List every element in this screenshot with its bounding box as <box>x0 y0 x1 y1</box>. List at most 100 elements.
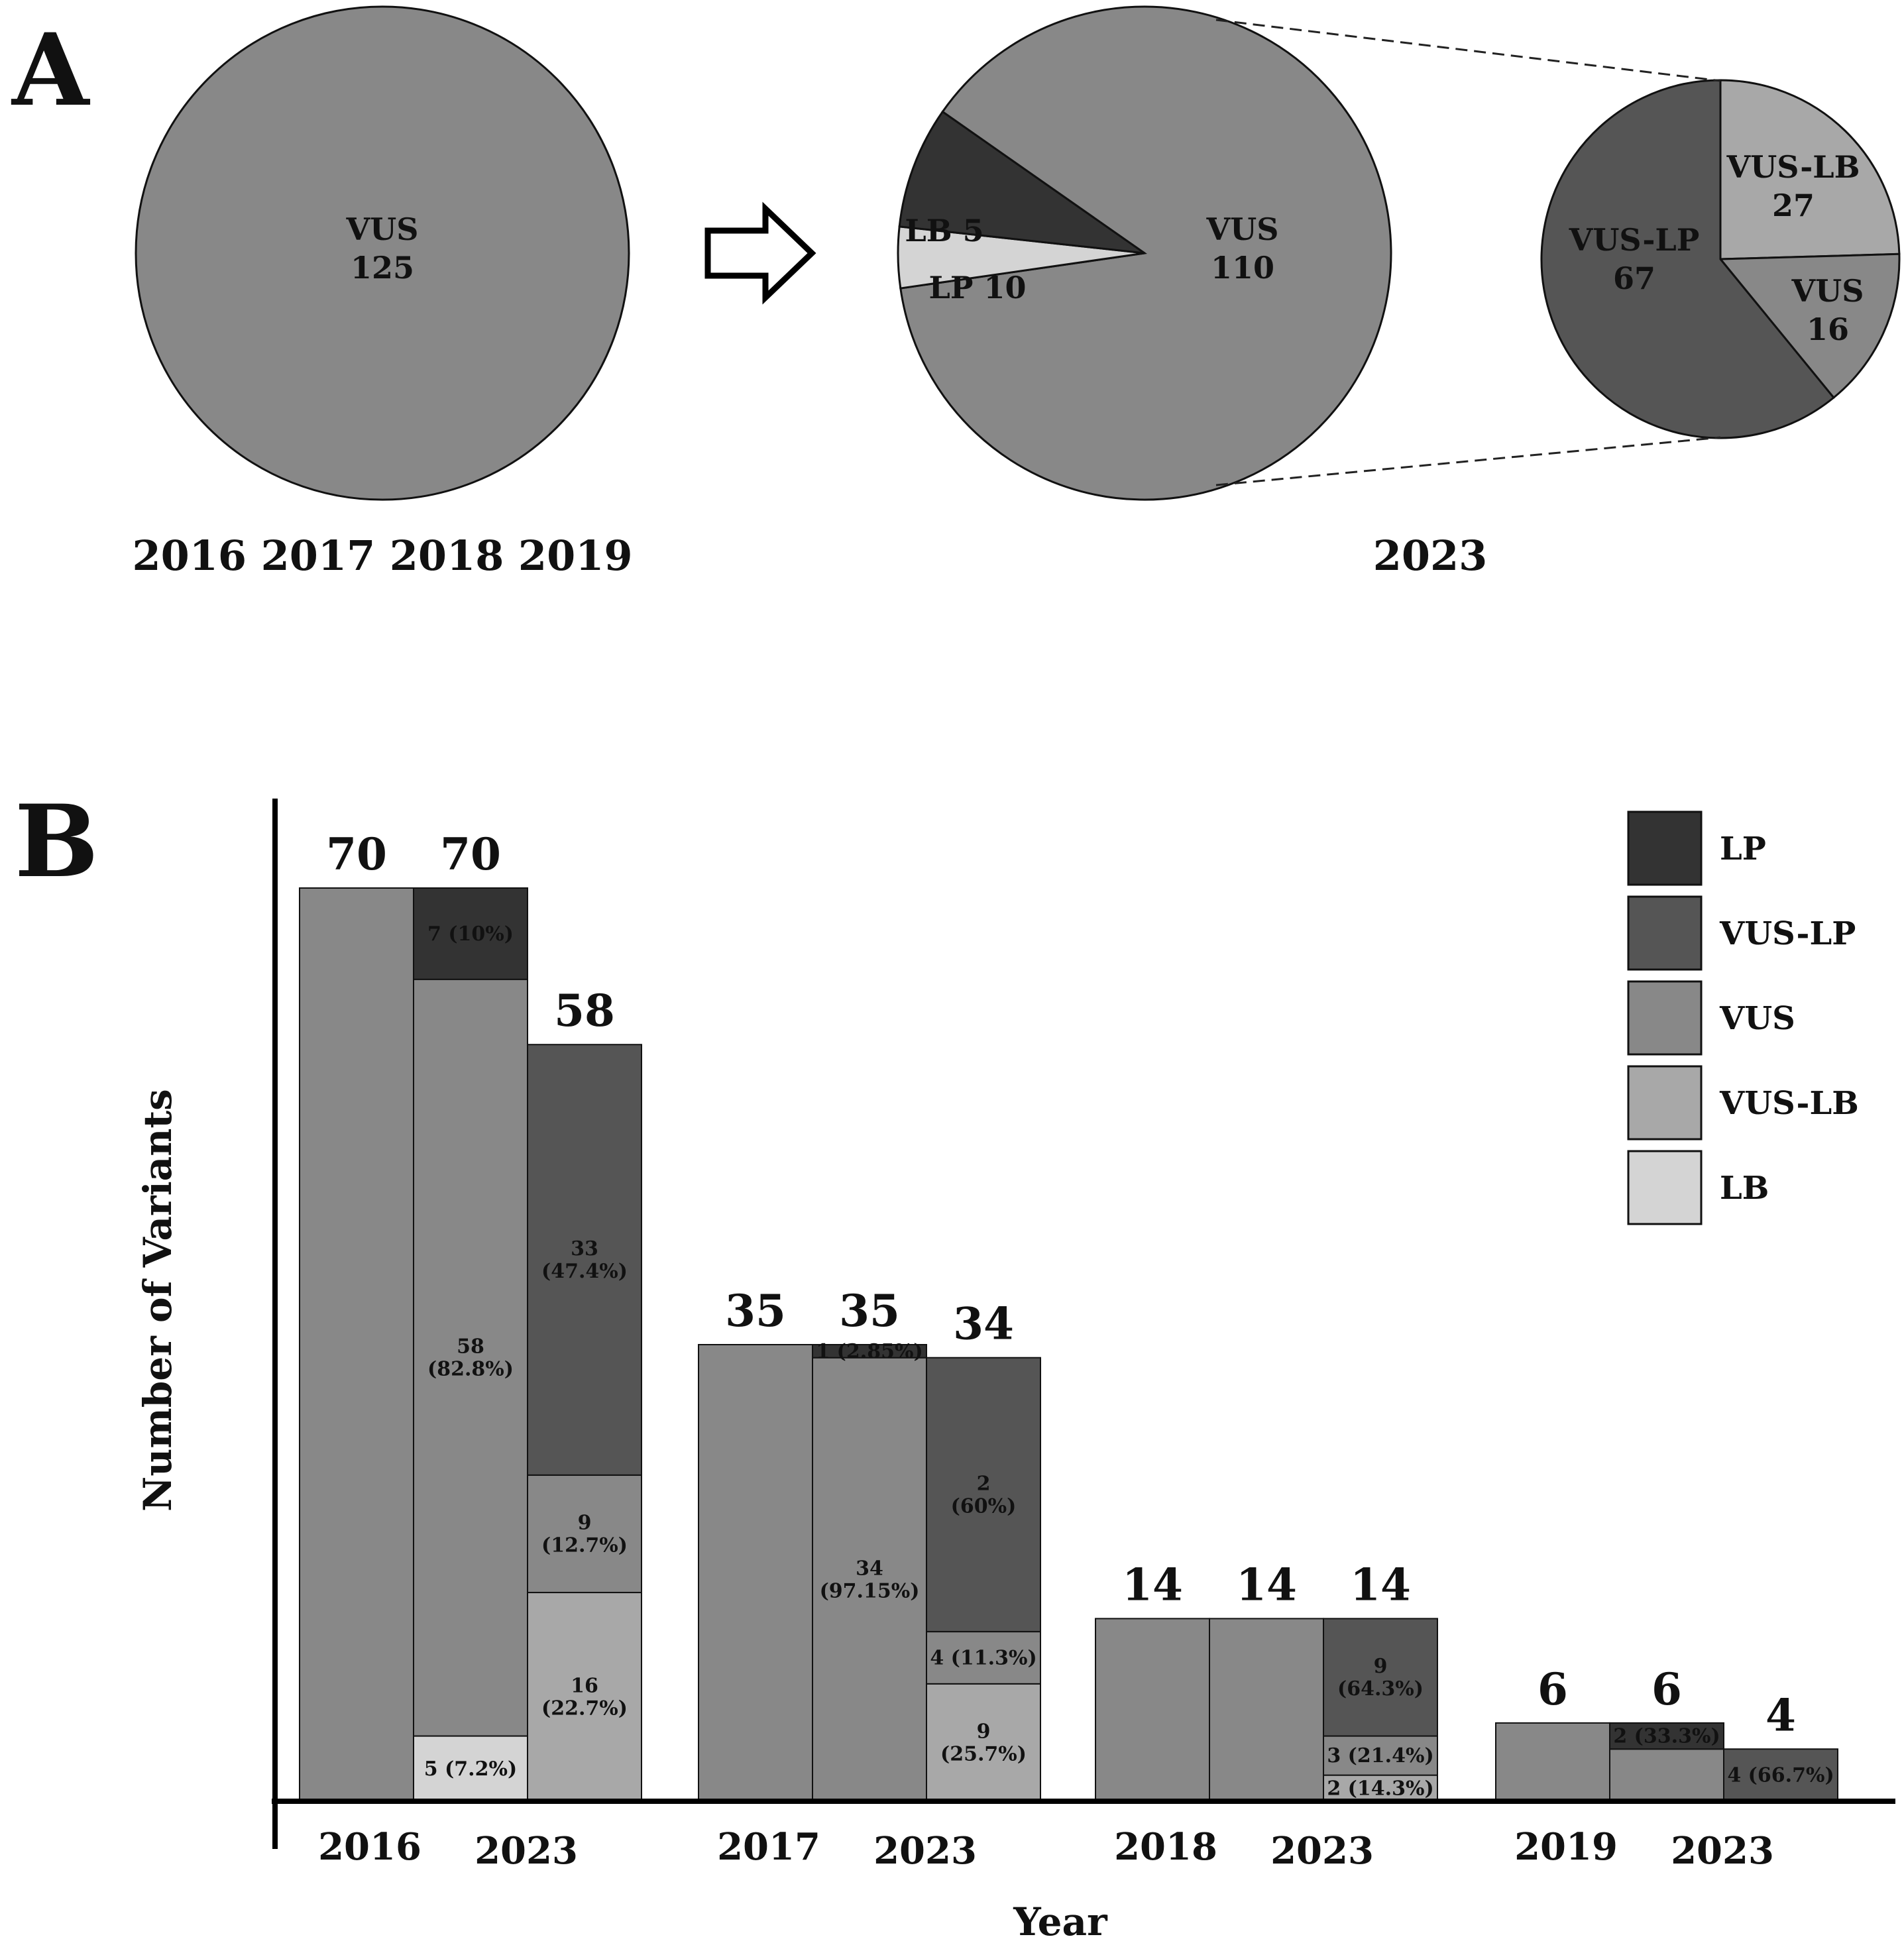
y-axis-title: Number of Variants <box>135 1089 180 1512</box>
zoom-line-top <box>1215 19 1721 82</box>
segment-label: (25.7%) <box>940 1742 1027 1765</box>
bar-total-label: 6 <box>1538 1663 1568 1715</box>
bar-segment-vus <box>1495 1722 1610 1803</box>
legend-swatch-vus-lb <box>1627 1065 1703 1141</box>
segment-label: (64.3%) <box>1337 1677 1424 1701</box>
segment-label: (22.7%) <box>541 1697 628 1720</box>
segment-label: (82.8%) <box>427 1358 514 1381</box>
segment-label: 7 (10%) <box>427 922 514 946</box>
pie-label-lp: LP 10 <box>929 270 1027 306</box>
bar-segment-vus-lb <box>926 1683 1041 1803</box>
right-arrow-icon <box>704 201 816 305</box>
pie-label-vus-lp: VUS-LP <box>1569 222 1700 258</box>
pie-slice-vus <box>1718 252 1901 400</box>
segment-label: 9 <box>578 1511 592 1534</box>
bar-segment-vus-lp <box>527 1044 642 1476</box>
segment-label: 58 <box>457 1335 484 1359</box>
bar-total-label: 70 <box>326 828 387 880</box>
x-tick-label: 2023 <box>1270 1829 1374 1873</box>
zoom-line-bottom <box>1215 436 1721 486</box>
segment-label: 2 (33.3%) <box>1613 1725 1720 1748</box>
pie-slice-vus-lb <box>1719 79 1901 260</box>
segment-label: 2 <box>977 1472 991 1495</box>
panel-b-label: B <box>15 783 99 900</box>
pie-value-vus: 110 <box>1211 250 1274 286</box>
pie-label-vus: VUS <box>345 211 418 247</box>
pie-label-lb: LB 5 <box>905 213 983 249</box>
segment-label: 34 <box>856 1557 883 1580</box>
legend-label-vus: VUS <box>1719 1000 1795 1037</box>
bar-total-label: 58 <box>554 985 615 1036</box>
pie-label-vus: VUS <box>1205 211 1278 247</box>
pie-slice-vus-lp <box>1540 79 1836 439</box>
x-tick-label: 2019 <box>1514 1825 1618 1869</box>
x-axis-title: Year <box>1013 1899 1108 1944</box>
bar-segment-vus <box>812 1357 927 1803</box>
bar-total-label: 14 <box>1122 1559 1183 1610</box>
segment-label: 16 <box>571 1675 598 1698</box>
legend-label-vus-lp: VUS-LP <box>1719 915 1856 952</box>
pie-value-vus-lp: 67 <box>1613 260 1655 296</box>
segment-label: (12.7%) <box>541 1534 628 1557</box>
bar-segment-vus <box>1609 1748 1724 1802</box>
bar-total-label: 34 <box>953 1298 1014 1350</box>
segment-label: (60%) <box>951 1494 1017 1518</box>
legend-label-lb: LB <box>1720 1170 1769 1207</box>
segment-label: 5 (7.2%) <box>424 1758 517 1781</box>
bar-segment-lp <box>1609 1722 1724 1750</box>
pie-slice-vus <box>135 5 630 501</box>
bar-total-label: 14 <box>1236 1559 1297 1610</box>
segment-label: 9 <box>977 1720 991 1743</box>
legend-label-lp: LP <box>1720 830 1766 867</box>
pie-value-vus: 125 <box>351 250 414 286</box>
bar-segment-vus-lp <box>926 1357 1041 1633</box>
bar-total-label: 14 <box>1350 1559 1411 1610</box>
pie-slice-lp <box>898 110 1145 254</box>
panel-a-label: A <box>11 12 91 129</box>
bar-segment-vus <box>413 978 528 1737</box>
x-tick-label: 2023 <box>1671 1829 1774 1873</box>
bar-total-label: 6 <box>1652 1663 1682 1715</box>
bar-segment-vus <box>926 1631 1041 1685</box>
bar-segment-vus <box>1095 1618 1210 1802</box>
bar-segment-vus-lp <box>1723 1748 1838 1802</box>
bar-segment-vus <box>1209 1618 1324 1802</box>
bar-segment-vus-lb <box>527 1592 642 1802</box>
x-tick-label: 2017 <box>717 1825 820 1869</box>
bar-segment-vus <box>299 887 414 1802</box>
bar-total-label: 35 <box>725 1285 786 1337</box>
bar-segment-lp <box>413 887 528 980</box>
pie-label-vus-lb: VUS-LB <box>1726 149 1860 185</box>
legend-swatch-vus-lp <box>1627 895 1703 971</box>
legend: LP VUS-LP VUS VUS-LB LB <box>1627 810 1859 1225</box>
legend-swatch-vus <box>1627 980 1703 1056</box>
x-tick-label: 2016 <box>318 1825 421 1869</box>
left-pie-caption: 2016 2017 2018 2019 <box>133 531 633 580</box>
bar-segment-lp <box>812 1344 927 1359</box>
x-tick-label: 2018 <box>1114 1825 1217 1869</box>
segment-label: (97.15%) <box>820 1579 920 1602</box>
pie-slice-vus <box>899 5 1392 501</box>
bar-total-label: 35 <box>839 1285 900 1337</box>
pie-value-vus: 16 <box>1807 311 1849 347</box>
segment-label: 2 (14.3%) <box>1327 1777 1433 1800</box>
bar-total-label: 4 <box>1765 1689 1796 1741</box>
segment-label: 1 (2.85%) <box>816 1340 923 1363</box>
x-tick-label: 2023 <box>873 1829 977 1873</box>
segment-label: 4 (66.7%) <box>1727 1764 1834 1787</box>
segment-label: 4 (11.3%) <box>930 1646 1036 1669</box>
bar-segment-vus-lp <box>1323 1618 1438 1737</box>
pie-value-vus-lb: 27 <box>1772 188 1815 223</box>
pie-label-vus: VUS <box>1791 273 1864 309</box>
segment-label: (47.4%) <box>541 1260 628 1283</box>
bar-total-label: 70 <box>440 828 501 880</box>
bar-segment-vus <box>698 1344 813 1802</box>
segment-label: 9 <box>1374 1655 1388 1678</box>
legend-swatch-lb <box>1627 1150 1703 1225</box>
legend-swatch-lp <box>1627 810 1703 886</box>
